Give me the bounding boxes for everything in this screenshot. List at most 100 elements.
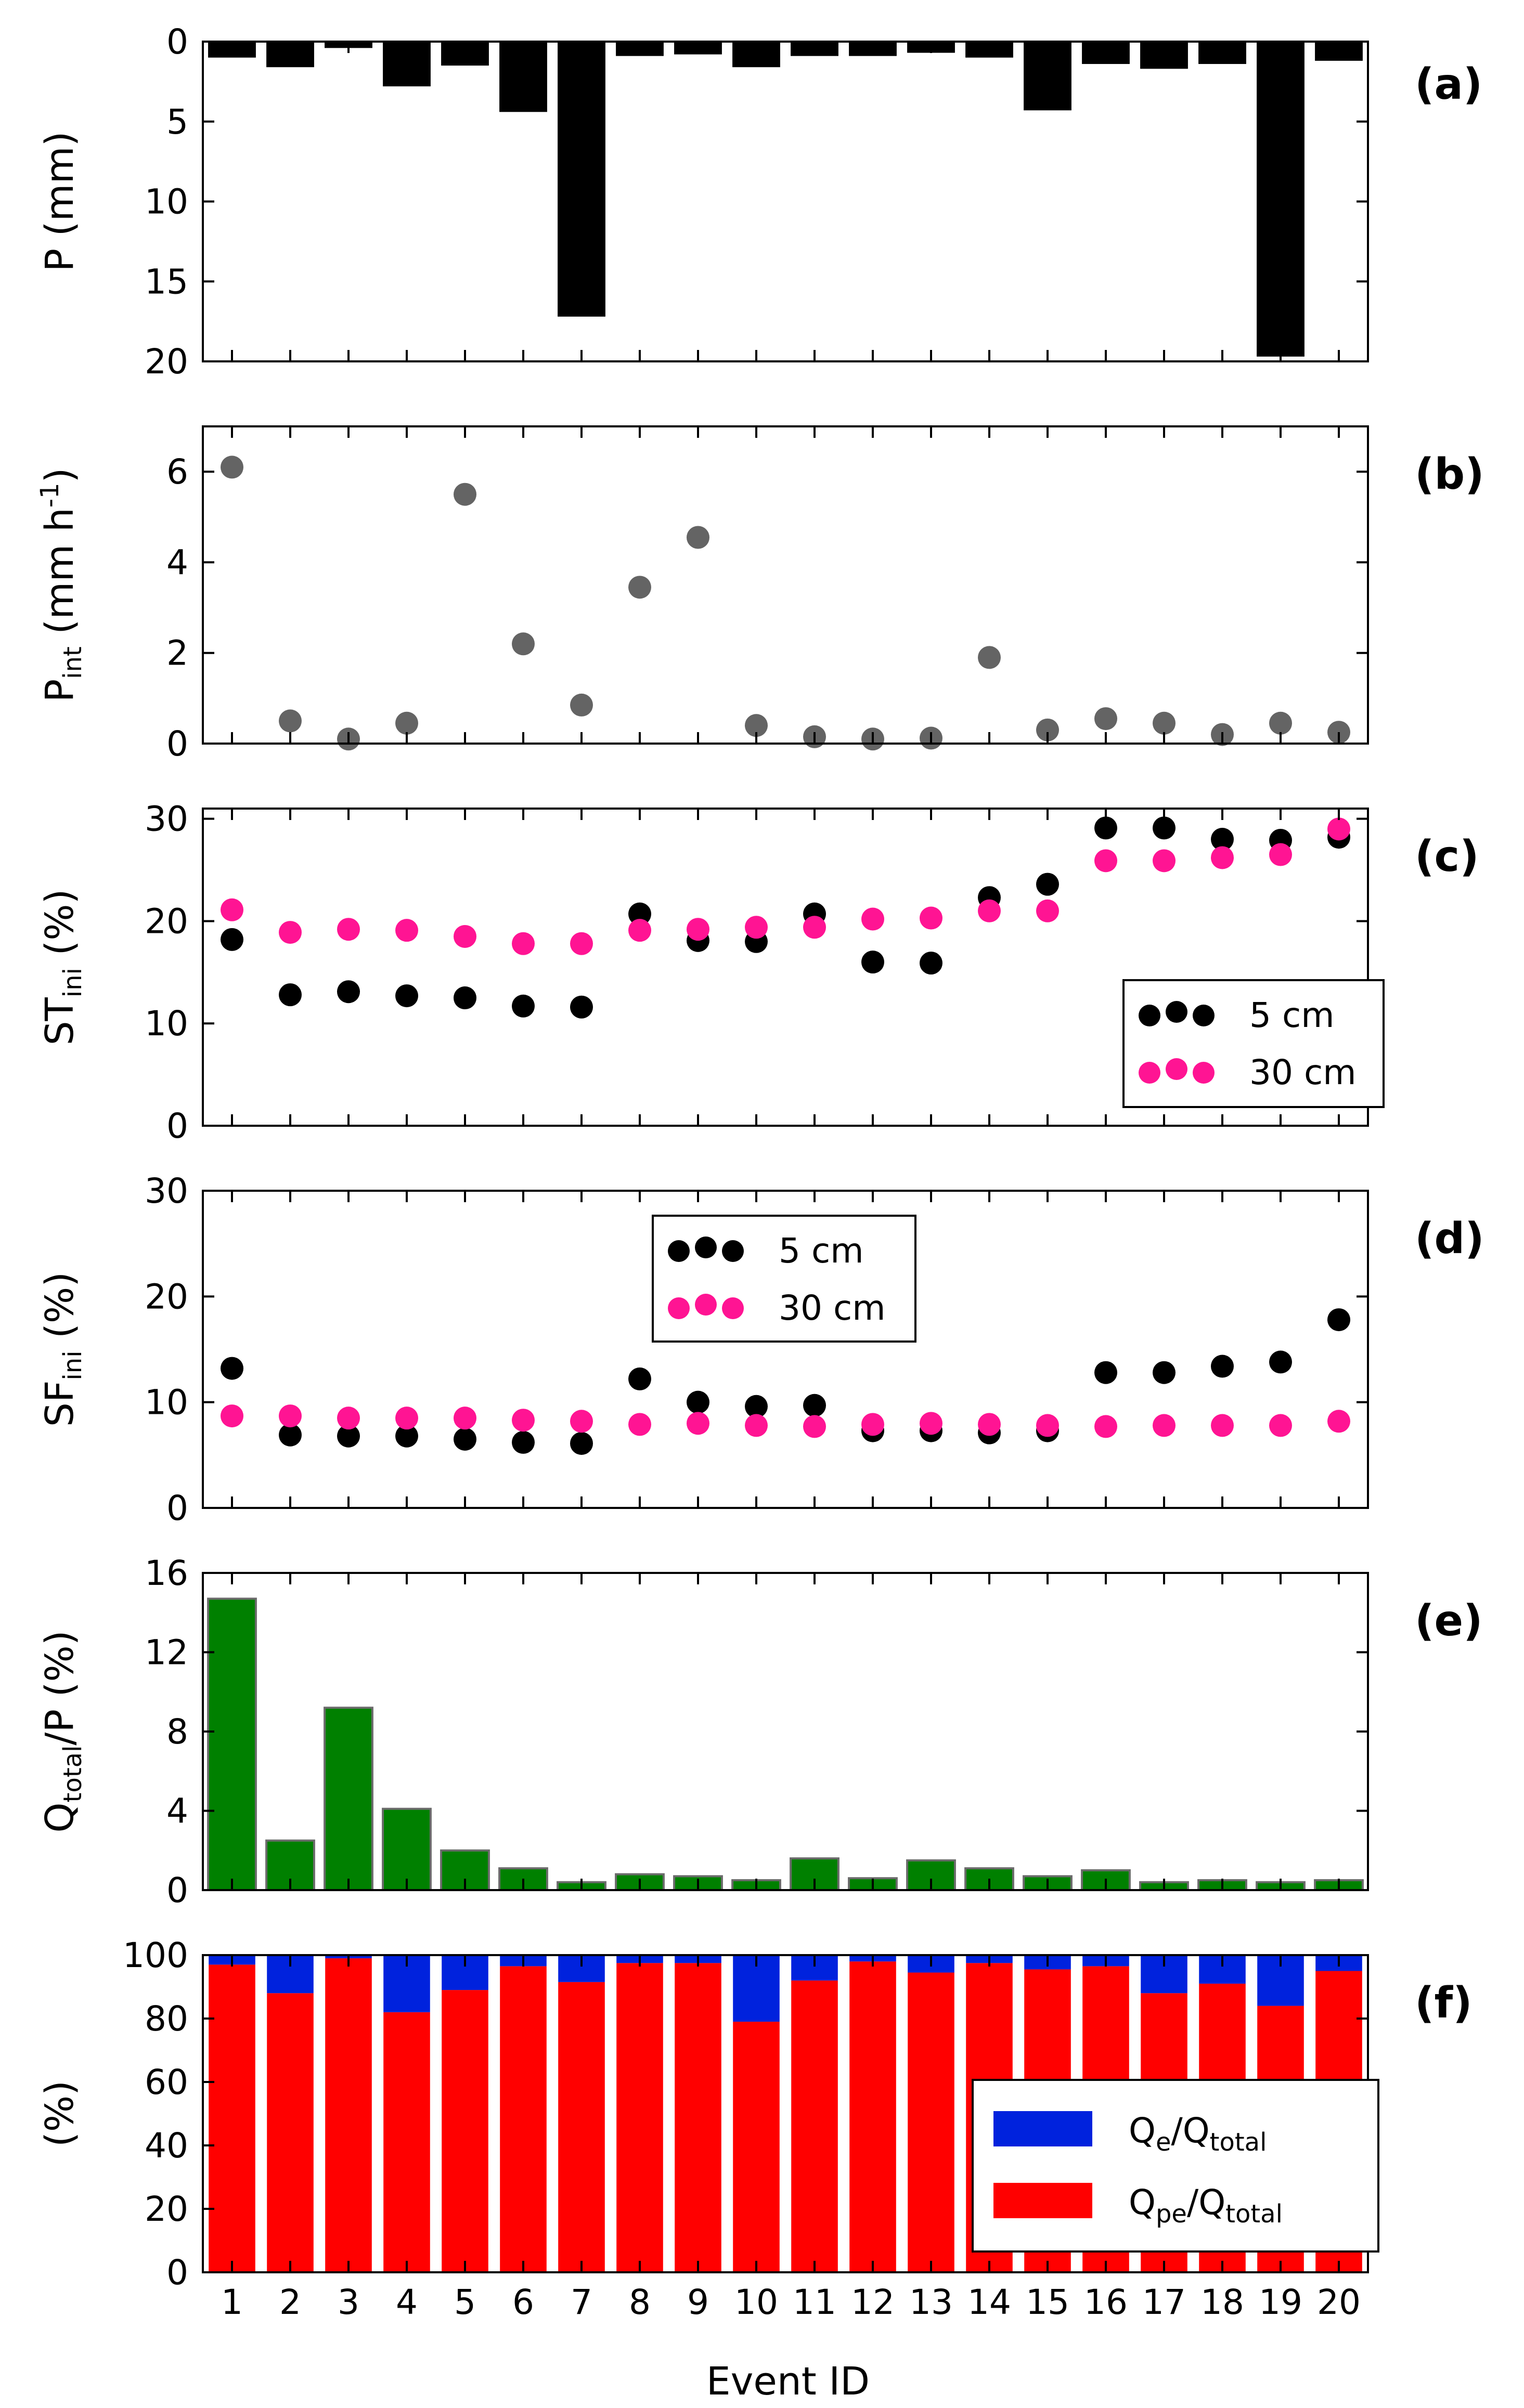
bar-event-15 [1024,42,1071,111]
point-30cm-event-1 [221,898,243,921]
point-5cm-event-18 [1211,1355,1234,1378]
x-tick-label-10: 10 [734,2282,778,2322]
y-tick-label: 10 [145,1383,188,1423]
point-p-int-event-16 [1094,707,1117,731]
point-30cm-event-20 [1327,1410,1350,1433]
legend-marker-30cm [695,1294,717,1316]
point-5cm-event-1 [221,1357,243,1380]
x-tick-label-12: 12 [851,2282,895,2322]
point-30cm-event-14 [978,899,1001,922]
point-5cm-event-5 [454,986,476,1010]
y-ticks: 0 10 20 30 [145,1171,1368,1528]
point-5cm-event-13 [920,952,942,975]
point-30cm-event-17 [1153,1414,1176,1437]
x-ticks [231,1573,1340,1890]
point-30cm-event-20 [1327,817,1350,841]
y-axis-label: (%) [37,2080,82,2147]
x-ticks: 1 2 3 4 5 6 7 8 9 10 11 12 13 14 15 16 17 18 19 20 [221,1955,1361,2322]
panel-label: (d) [1415,1214,1484,1264]
point-30cm-event-13 [920,906,942,930]
x-tick-label-20: 20 [1317,2282,1361,2322]
point-5cm-event-8 [628,1367,651,1390]
x-tick-label-9: 9 [687,2282,709,2322]
point-5cm-event-18 [1211,828,1234,851]
panel-label: (e) [1415,1596,1483,1646]
legend-label-5cm: 5 cm [1249,995,1335,1035]
point-30cm-event-4 [395,1407,418,1430]
point-5cm-event-3 [337,1424,360,1448]
legend-label-30cm: 30 cm [779,1288,886,1328]
bar-event-4 [382,1807,432,1891]
point-5cm-event-2 [279,983,302,1007]
bars-group [208,42,1363,357]
point-5cm-event-8 [628,902,651,926]
point-p-int-event-19 [1269,711,1292,735]
point-p-int-event-9 [687,526,709,549]
legend-swatch-qe [993,2111,1092,2146]
point-5cm-event-9 [687,1390,709,1414]
point-30cm-event-8 [628,919,651,942]
x-ticks [231,42,1340,361]
y-tick-label: 0 [166,1870,188,1910]
point-5cm-event-16 [1094,816,1117,840]
y-tick-label: 0 [166,22,188,62]
x-tick-label-1: 1 [221,2282,243,2322]
bar-qpe-event-12 [849,1961,896,2272]
point-p-int-event-14 [978,646,1001,669]
x-tick-label-2: 2 [279,2282,301,2322]
plot-frame [202,1190,1369,1509]
point-5cm-event-1 [221,928,243,951]
point-30cm-event-12 [861,907,884,931]
panel-b-intensity: 0 2 4 6 Pint (mm h-1) (b) [35,425,1484,764]
y-ticks: 0 10 20 30 [145,799,1368,1146]
point-30cm-event-11 [803,1415,826,1438]
bar-event-19 [1257,42,1305,357]
bar-qpe-event-2 [267,1993,314,2272]
x-ticks [231,1191,1340,1508]
point-30cm-event-1 [221,1404,243,1428]
point-30cm-event-16 [1094,1415,1117,1438]
point-5cm-event-20 [1327,1308,1350,1332]
point-30cm-event-9 [687,918,709,941]
point-p-int-event-8 [628,576,651,599]
y-axis-label: P (mm) [37,131,82,271]
point-5cm-event-17 [1153,816,1176,840]
point-p-int-event-17 [1153,711,1176,735]
plot-frame [202,41,1369,362]
bar-event-1 [207,1597,257,1891]
y-axis-label: SFini (%) [37,1272,87,1427]
x-tick-label-13: 13 [909,2282,953,2322]
y-tick-label: 4 [166,542,188,582]
x-tick-label-19: 19 [1259,2282,1302,2322]
y-ticks: 0 2 4 6 [166,452,1368,764]
y-ticks: 0 4 8 12 16 [145,1553,1368,1910]
panel-a-precipitation: 0 5 10 15 20 P (mm) (a) [37,22,1482,382]
points-group [221,1308,1350,1455]
legend-marker-5cm [1166,1001,1187,1023]
legend: 5 cm 30 cm [1122,979,1385,1108]
point-30cm-event-7 [570,1410,593,1433]
point-5cm-event-12 [861,951,884,974]
y-tick-label: 16 [145,1553,188,1593]
point-30cm-event-11 [803,916,826,939]
x-tick-label-16: 16 [1084,2282,1128,2322]
y-tick-label: 30 [145,1171,188,1211]
bar-event-5 [440,1849,490,1891]
panel-label: (b) [1415,450,1484,499]
x-tick-label-14: 14 [967,2282,1011,2322]
legend-box [1122,979,1385,1108]
panel-d-soil-moisture-sf: 0 10 20 30 SFini (%) (d) 5 cm 30 cm [37,1171,1484,1528]
panel-label: (a) [1415,60,1482,109]
point-p-int-event-5 [454,483,476,506]
point-p-int-event-15 [1036,718,1059,741]
point-5cm-event-15 [1036,873,1059,896]
point-p-int-event-4 [395,711,418,735]
point-30cm-event-12 [861,1413,884,1436]
y-tick-label: 4 [166,1791,188,1831]
legend-marker-5cm [695,1236,717,1258]
bar-qpe-event-3 [325,1958,372,2272]
x-tick-label-11: 11 [793,2282,836,2322]
y-tick-label: 20 [145,1277,188,1317]
panel-c-soil-moisture-st: 0 10 20 30 STini (%) (c) 5 cm 30 cm [37,799,1479,1146]
legend-marker-30cm [1166,1058,1187,1080]
